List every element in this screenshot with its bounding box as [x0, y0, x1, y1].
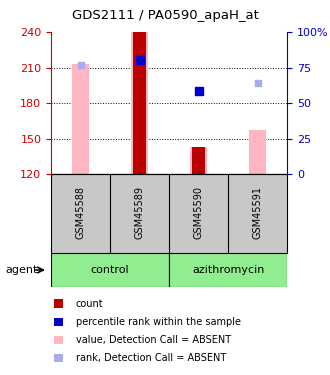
Bar: [131, 32, 148, 174]
Text: rank, Detection Call = ABSENT: rank, Detection Call = ABSENT: [76, 353, 226, 363]
Text: azithromycin: azithromycin: [192, 265, 264, 275]
Point: [255, 80, 260, 86]
Text: GSM45590: GSM45590: [194, 186, 204, 238]
Bar: [192, 147, 205, 174]
Text: control: control: [91, 265, 129, 275]
Text: agent: agent: [5, 265, 37, 275]
Text: count: count: [76, 298, 104, 309]
Bar: [133, 32, 146, 174]
Point: [78, 62, 83, 68]
Text: percentile rank within the sample: percentile rank within the sample: [76, 317, 241, 327]
Bar: [249, 130, 266, 174]
Text: GSM45588: GSM45588: [76, 186, 86, 238]
Text: GSM45589: GSM45589: [135, 186, 145, 238]
Bar: [190, 147, 208, 174]
Text: GSM45591: GSM45591: [252, 186, 263, 238]
Text: GDS2111 / PA0590_apaH_at: GDS2111 / PA0590_apaH_at: [72, 9, 258, 22]
Bar: [72, 64, 89, 174]
Point: [137, 57, 142, 63]
Bar: [51, 253, 169, 287]
Text: value, Detection Call = ABSENT: value, Detection Call = ABSENT: [76, 335, 231, 345]
Bar: [169, 253, 287, 287]
Point: [196, 88, 201, 94]
